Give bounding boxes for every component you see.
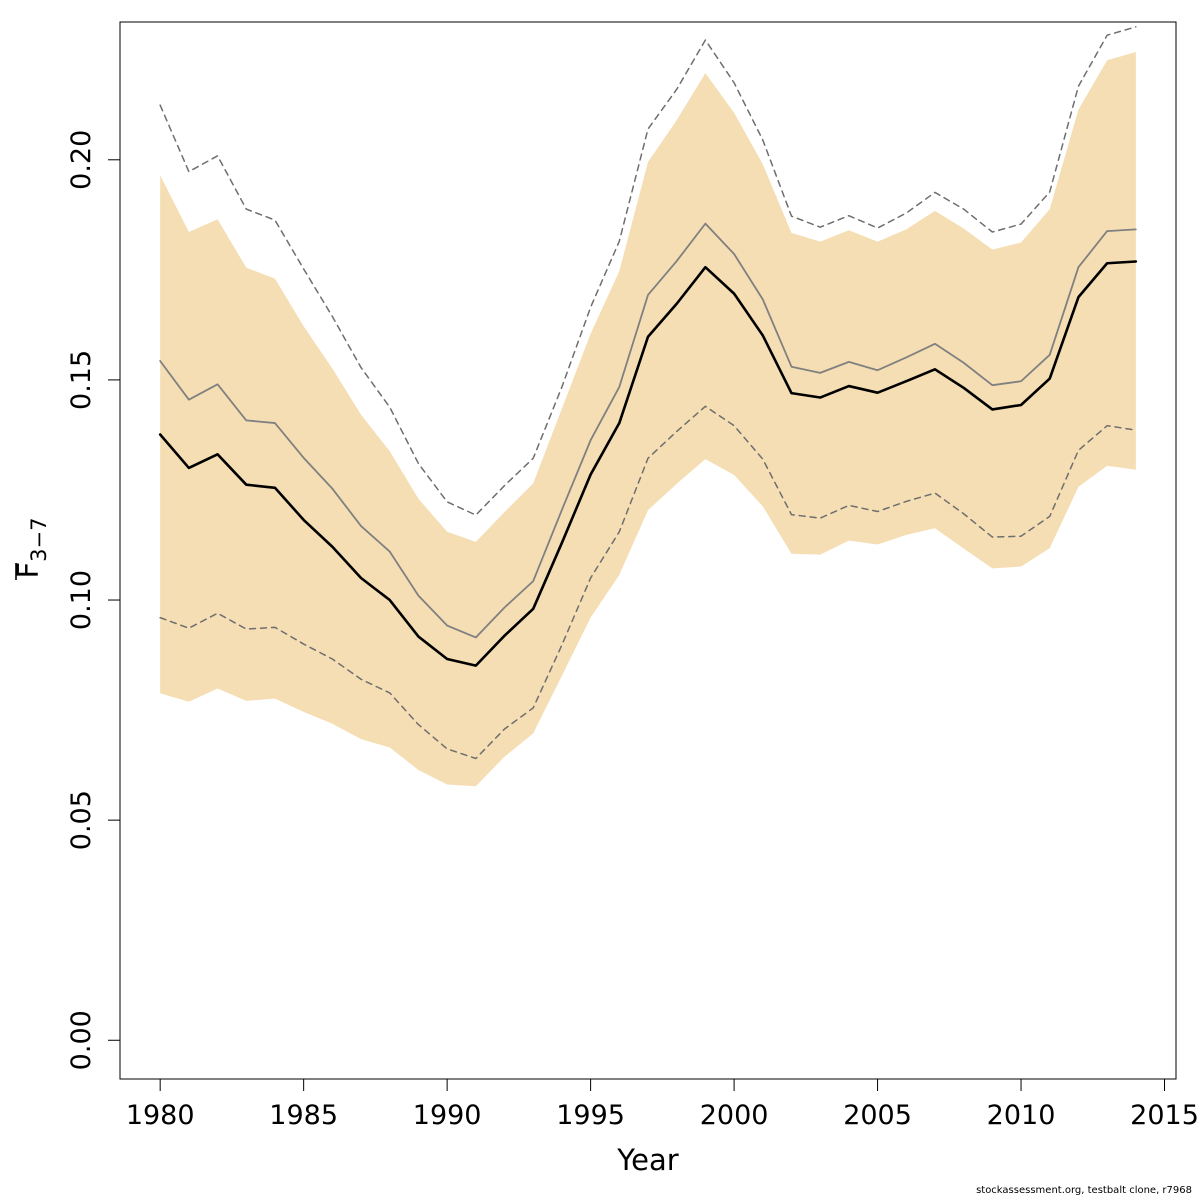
y-tick-text-0.05: 0.05	[66, 790, 97, 850]
series-line-mean	[159, 222, 1137, 639]
y-tick-label-0.15: 0.15	[66, 350, 97, 410]
confidence-band	[160, 51, 1136, 787]
series-line-upper-dashed	[159, 26, 1137, 516]
svg-text:F3−7: F3−7	[11, 517, 51, 578]
x-tick-label-2005: 2005	[843, 1100, 912, 1131]
y-axis: 0.00 0.05 0.10 0.15 0.20	[66, 130, 120, 1070]
x-tick-label-2010: 2010	[987, 1100, 1056, 1131]
y-axis-title-base: F	[11, 562, 45, 579]
y-tick-label-0.05: 0.05	[66, 790, 97, 850]
series-line-median	[158, 260, 1138, 667]
series-line-lower-dashed	[159, 405, 1137, 760]
x-tick-label-2015: 2015	[1130, 1100, 1199, 1131]
x-tick-label-2000: 2000	[700, 1100, 769, 1131]
y-tick-label-0.20: 0.20	[66, 130, 97, 190]
x-tick-label-1980: 1980	[126, 1100, 195, 1131]
y-tick-label-0.10: 0.10	[66, 570, 97, 630]
y-tick-text-0.10: 0.10	[66, 570, 97, 630]
y-tick-text-0.15: 0.15	[66, 350, 97, 410]
y-tick-text-0.20: 0.20	[66, 130, 97, 190]
y-axis-title: F3−7	[11, 517, 51, 580]
credit-text: stockassessment.org, testbalt clone, r79…	[976, 1185, 1192, 1196]
x-tick-label-1995: 1995	[556, 1100, 625, 1131]
plot-layer	[158, 26, 1138, 787]
y-axis-title-subscript: 3−7	[27, 517, 51, 561]
x-tick-label-1985: 1985	[269, 1100, 338, 1131]
x-axis: 1980 1985 1990 1995 2000 2005 2010 2015	[126, 1079, 1199, 1131]
plot-frame	[119, 21, 1177, 1080]
y-tick-label-0.00: 0.00	[66, 1010, 97, 1070]
x-tick-label-1990: 1990	[413, 1100, 482, 1131]
y-tick-text-0.00: 0.00	[66, 1010, 97, 1070]
x-axis-title: Year	[616, 1143, 678, 1177]
